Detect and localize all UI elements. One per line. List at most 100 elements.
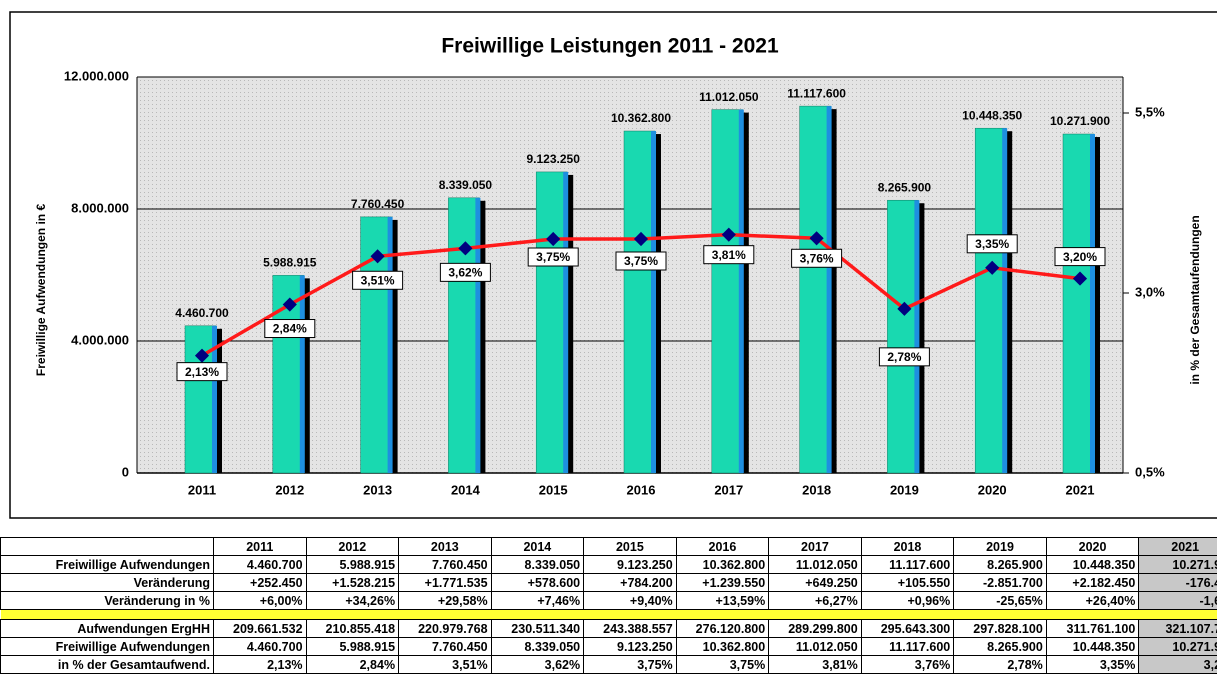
table-cell: 220.979.768 <box>398 619 492 638</box>
line-value-label: 3,51% <box>361 273 395 287</box>
table-cell: 289.299.800 <box>768 619 862 638</box>
table-cell: 10.271.90 <box>1138 555 1217 574</box>
x-tick-label: 2019 <box>890 482 919 497</box>
table-cell: +784.200 <box>583 573 677 592</box>
bar-shadow <box>303 278 310 473</box>
table-row: Veränderung +252.450 +1.528.215 +1.771.535 +… <box>0 573 1217 592</box>
table-row: Aufwendungen ErgHH 209.661.532 210.855.418… <box>0 619 1217 638</box>
bar-value-label: 11.117.600 <box>787 86 846 100</box>
marker <box>633 231 649 247</box>
table-cell: 5.988.915 <box>305 555 400 574</box>
table-cell: 3,62% <box>490 655 585 674</box>
table-cell: +13,59% <box>675 591 770 610</box>
table-cell: +1.771.535 <box>398 573 492 592</box>
bar <box>799 105 831 474</box>
table-cell: +0,96% <box>860 591 955 610</box>
bar <box>448 197 480 474</box>
table-cell: 7.760.450 <box>398 555 492 574</box>
x-tick-label: 2012 <box>275 482 304 497</box>
line-value-label: 3,81% <box>712 248 746 262</box>
label-box <box>878 347 930 367</box>
header-cell: 2011 <box>213 537 307 556</box>
table-cell: 7.760.450 <box>398 637 492 656</box>
header-cell: 2017 <box>768 537 862 556</box>
table-cell: 4.460.700 <box>213 555 307 574</box>
header-cell: 2019 <box>953 537 1047 556</box>
bar-shadow <box>1006 131 1013 473</box>
y2-tick-label: 3,0% <box>1135 284 1165 299</box>
separator-cell <box>583 609 677 620</box>
x-tick-label: 2016 <box>627 482 656 497</box>
table-cell: 3,75% <box>675 655 770 674</box>
bar-value-label: 10.362.800 <box>611 111 671 125</box>
header-cell: 2013 <box>398 537 492 556</box>
row-label: Veränderung in % <box>0 591 214 610</box>
y-tick-label: 0 <box>122 464 129 479</box>
bar-shadow <box>742 112 749 473</box>
separator-cell <box>0 609 214 620</box>
table-cell: +105.550 <box>860 573 955 592</box>
x-tick-label: 2014 <box>451 482 481 497</box>
bar-value-label: 4.460.700 <box>175 306 229 320</box>
line-value-label: 2,84% <box>273 322 307 336</box>
label-box <box>527 247 579 267</box>
table-cell: 5.988.915 <box>305 637 400 656</box>
bar-side <box>1002 128 1008 473</box>
x-tick-label: 2015 <box>539 482 568 497</box>
table-cell: 2,78% <box>953 655 1047 674</box>
marker <box>194 348 210 363</box>
bar-side <box>651 131 656 474</box>
table-row: Veränderung in % +6,00% +34,26% +29,58% +7,4… <box>0 591 1217 610</box>
table-cell: +9,40% <box>583 591 677 610</box>
bar <box>623 130 656 474</box>
y-tick-label: 4.000.000 <box>71 332 129 347</box>
bar-side <box>475 197 481 474</box>
label-box <box>264 319 316 339</box>
header-cell: 2021 <box>1138 537 1217 556</box>
bar-side <box>1090 134 1095 474</box>
y-tick-label: 12.000.000 <box>64 68 129 83</box>
bar-shadow <box>1094 137 1100 474</box>
y2-tick-label: 5,5% <box>1135 104 1165 119</box>
label-box <box>176 362 228 382</box>
header-row: 2011 2012 2013 2014 2015 2016 2017 2018 2019 2020… <box>0 537 1217 556</box>
table-cell: +252.450 <box>213 573 307 592</box>
bar-side <box>387 216 393 473</box>
table-cell: 8.265.900 <box>953 555 1047 574</box>
bar-side <box>826 106 832 473</box>
table-cell: 10.362.800 <box>675 555 770 574</box>
bar <box>1062 133 1095 474</box>
table-cell: 9.123.250 <box>583 555 677 574</box>
table-cell: +1.528.215 <box>305 573 400 592</box>
table-cell: +6,00% <box>213 591 307 610</box>
separator-cell <box>213 609 307 620</box>
marker <box>985 260 1000 275</box>
marker <box>721 227 736 242</box>
header-cell: 2015 <box>583 537 677 556</box>
table-cell: 8.265.900 <box>953 637 1047 656</box>
table-cell: 10.271.90 <box>1138 637 1217 656</box>
data-table: 2011 2012 2013 2014 2015 2016 2017 2018 2019 2020… <box>0 537 1217 674</box>
table-cell: 3,76% <box>860 655 955 674</box>
table-cell: 297.828.100 <box>953 619 1047 638</box>
separator-cell <box>768 609 862 620</box>
separator-cell <box>1138 609 1217 620</box>
bar-value-label: 11.012.050 <box>699 90 759 104</box>
table-cell: -176.45 <box>1138 573 1217 592</box>
bar <box>887 199 919 474</box>
table-cell: 4.460.700 <box>213 637 307 656</box>
bar-value-label: 10.448.350 <box>962 108 1022 122</box>
table-cell: 3,81% <box>768 655 862 674</box>
table-cell: +7,46% <box>490 591 585 610</box>
marker <box>370 249 385 264</box>
y2-axis-label: in % der Gesamtaufendungen <box>1188 215 1202 384</box>
table-cell: -25,65% <box>953 591 1047 610</box>
separator-cell <box>861 609 954 620</box>
separator-row <box>0 609 1217 620</box>
bar-value-label: 9.123.250 <box>527 152 581 166</box>
x-tick-label: 2020 <box>978 482 1007 497</box>
y-tick-label: 8.000.000 <box>71 200 129 215</box>
row-label: in % der Gesamtaufwend. <box>0 655 214 674</box>
marker <box>458 241 473 256</box>
